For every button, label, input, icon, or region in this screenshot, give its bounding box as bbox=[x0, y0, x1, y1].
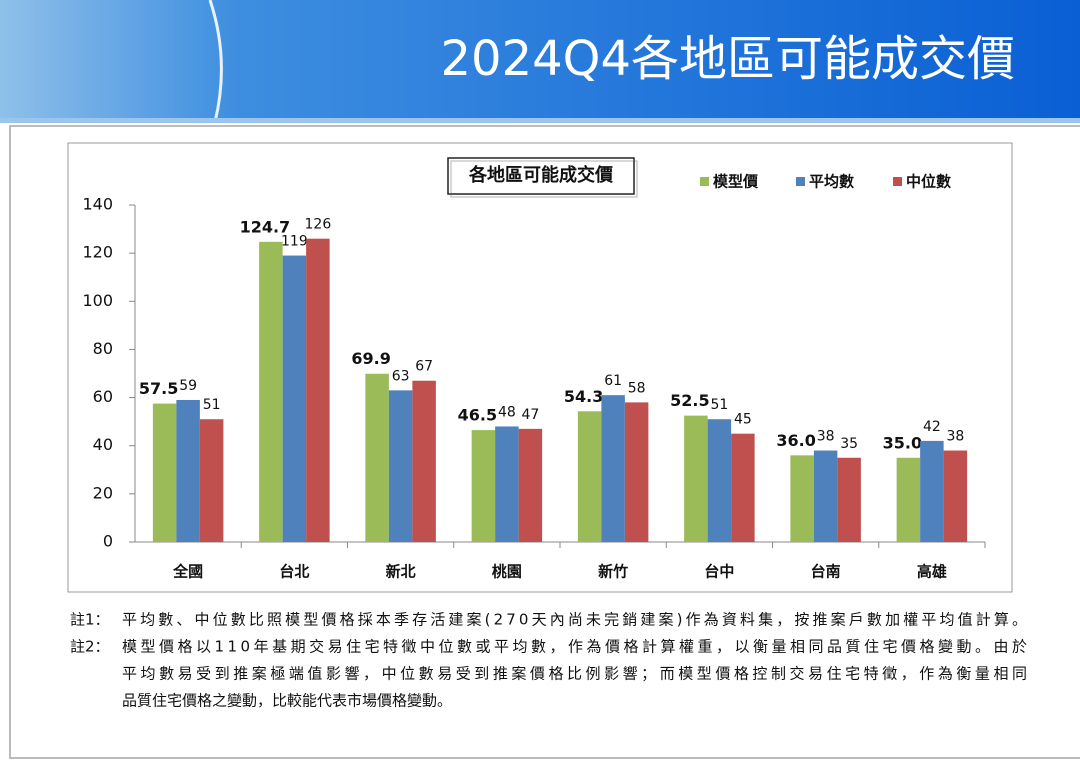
bar bbox=[495, 426, 519, 542]
x-tick-label: 高雄 bbox=[917, 563, 947, 581]
data-label: 63 bbox=[392, 368, 410, 384]
header-title: 2024Q4各地區可能成交價 bbox=[441, 31, 1015, 87]
bar bbox=[920, 440, 944, 542]
slide-body bbox=[9, 125, 1080, 759]
bar bbox=[577, 411, 602, 542]
data-label: 58 bbox=[628, 380, 646, 396]
bar bbox=[684, 415, 708, 542]
bar bbox=[176, 399, 200, 542]
x-tick-label: 新北 bbox=[386, 563, 416, 581]
bar bbox=[199, 419, 224, 542]
data-label: 38 bbox=[946, 429, 964, 445]
data-label: 126 bbox=[305, 217, 332, 233]
data-label: 42 bbox=[923, 419, 941, 435]
bar bbox=[259, 241, 283, 542]
y-tick-label: 20 bbox=[93, 483, 113, 502]
data-label: 67 bbox=[415, 359, 433, 375]
note-label: 註2： bbox=[70, 638, 110, 656]
bar bbox=[365, 373, 389, 542]
x-tick-label: 桃園 bbox=[492, 563, 522, 581]
legend-label: 模型價 bbox=[713, 173, 759, 191]
data-label: 48 bbox=[498, 404, 516, 420]
chart-title-shadow bbox=[450, 160, 638, 198]
data-label: 61 bbox=[604, 373, 622, 389]
bar bbox=[813, 450, 838, 542]
data-label: 46.5 bbox=[458, 406, 497, 425]
data-label: 57.5 bbox=[139, 379, 178, 398]
data-label: 54.3 bbox=[564, 387, 603, 406]
data-label: 119 bbox=[281, 234, 308, 250]
bar bbox=[471, 430, 496, 542]
bar bbox=[282, 255, 307, 543]
x-tick-label: 台南 bbox=[811, 563, 841, 581]
bar bbox=[624, 402, 649, 542]
header-rule bbox=[0, 118, 1080, 123]
note-text: 平均數、中位數比照模型價格採本季存活建案(270天內尚未完銷建案)作為資料集，按… bbox=[122, 611, 1027, 629]
data-label: 69.9 bbox=[351, 349, 390, 368]
note-text: 模型價格以110年基期交易住宅特徵中位數或平均數，作為價格計算權重，以衡量相同品… bbox=[122, 638, 1027, 656]
x-tick-label: 新竹 bbox=[598, 563, 628, 581]
data-label: 124.7 bbox=[240, 217, 291, 236]
legend-label: 平均數 bbox=[809, 173, 854, 191]
legend-swatch bbox=[700, 177, 709, 186]
y-tick-label: 80 bbox=[93, 339, 113, 358]
y-tick-label: 100 bbox=[82, 291, 113, 310]
x-tick-label: 台北 bbox=[279, 563, 309, 581]
bar bbox=[412, 380, 436, 542]
data-label: 35.0 bbox=[883, 433, 922, 452]
bar bbox=[601, 395, 625, 542]
bar bbox=[306, 238, 330, 542]
note-label: 註1： bbox=[70, 611, 110, 629]
bar bbox=[707, 419, 732, 542]
legend-swatch bbox=[893, 177, 902, 186]
header-arc bbox=[208, 0, 223, 123]
y-tick-label: 60 bbox=[93, 387, 113, 406]
data-label: 52.5 bbox=[670, 391, 709, 410]
bar bbox=[837, 457, 861, 542]
note-text: 平均數易受到推案極端值影響，中位數易受到推案價格比例影響；而模型價格控制交易住宅… bbox=[122, 665, 1027, 683]
data-label: 51 bbox=[710, 397, 728, 413]
y-tick-label: 120 bbox=[82, 243, 113, 262]
y-tick-label: 0 bbox=[103, 532, 113, 551]
data-label: 35 bbox=[840, 436, 858, 452]
y-tick-label: 40 bbox=[93, 435, 113, 454]
x-tick-label: 台中 bbox=[704, 563, 734, 581]
data-label: 47 bbox=[521, 407, 539, 423]
bar bbox=[388, 390, 413, 542]
bar bbox=[731, 433, 755, 542]
data-label: 38 bbox=[817, 429, 835, 445]
bar bbox=[896, 457, 921, 542]
x-tick-label: 全國 bbox=[172, 563, 203, 581]
y-tick-label: 140 bbox=[82, 195, 113, 214]
chart-title-box bbox=[447, 157, 635, 195]
legend-label: 中位數 bbox=[906, 173, 951, 191]
bar bbox=[518, 428, 543, 542]
data-label: 45 bbox=[734, 412, 752, 428]
data-label: 36.0 bbox=[776, 431, 815, 450]
chart-title: 各地區可能成交價 bbox=[468, 164, 614, 186]
legend-swatch bbox=[796, 177, 805, 186]
data-label: 51 bbox=[203, 397, 221, 413]
header-band bbox=[0, 0, 1080, 122]
data-label: 59 bbox=[179, 378, 197, 394]
bar bbox=[152, 403, 177, 542]
note-text: 品質住宅價格之變動，比較能代表市場價格變動。 bbox=[122, 692, 452, 710]
bar bbox=[943, 450, 968, 542]
bar bbox=[790, 455, 814, 542]
